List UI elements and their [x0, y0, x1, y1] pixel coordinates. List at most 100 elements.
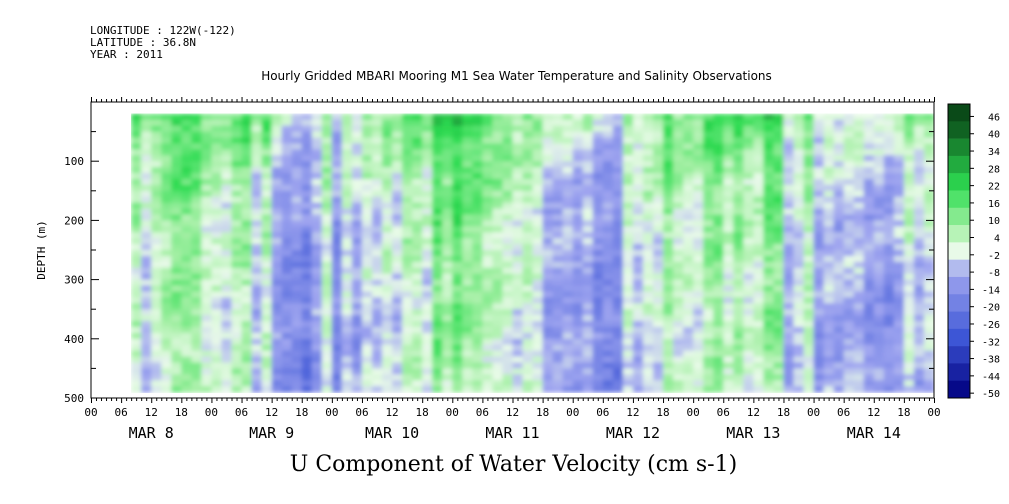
heatmap-cell: [512, 380, 524, 387]
heatmap-cell: [462, 380, 473, 387]
heatmap-cell: [412, 279, 423, 287]
heatmap-cell: [743, 315, 754, 322]
heatmap-cell: [181, 184, 192, 192]
heatmap-cell: [612, 332, 624, 340]
heatmap-cell: [653, 297, 664, 304]
heatmap-cell: [713, 285, 724, 293]
heatmap-cell: [893, 137, 905, 145]
heatmap-cell: [291, 250, 303, 257]
heatmap-cell: [813, 208, 825, 216]
heatmap-cell: [753, 297, 764, 304]
heatmap-cell: [201, 244, 213, 251]
heatmap-cell: [632, 149, 644, 156]
heatmap-cell: [171, 220, 182, 227]
heatmap-cell: [372, 279, 383, 287]
heatmap-cell: [833, 315, 845, 322]
heatmap-cell: [723, 226, 734, 233]
heatmap-cell: [211, 220, 223, 227]
heatmap-cell: [442, 119, 453, 127]
heatmap-cell: [412, 113, 423, 121]
heatmap-cell: [833, 232, 845, 239]
heatmap-cell: [382, 291, 393, 298]
heatmap-cell: [171, 297, 182, 304]
heatmap-cell: [753, 386, 764, 393]
heatmap-cell: [642, 226, 654, 233]
heatmap-cell: [873, 315, 885, 322]
heatmap-cell: [903, 149, 915, 156]
heatmap-cell: [813, 149, 825, 156]
heatmap-cell: [783, 374, 795, 381]
heatmap-cell: [181, 321, 192, 328]
heatmap-cell: [873, 267, 885, 275]
heatmap-cell: [542, 273, 554, 281]
heatmap-cell: [542, 309, 554, 316]
heatmap-cell: [191, 291, 202, 298]
heatmap-cell: [291, 380, 303, 387]
heatmap-cell: [231, 362, 243, 369]
heatmap-cell: [913, 303, 925, 310]
heatmap-cell: [673, 332, 684, 340]
heatmap-cell: [392, 297, 403, 304]
heatmap-cell: [341, 344, 353, 352]
heatmap-cell: [412, 214, 423, 221]
heatmap-cell: [281, 202, 293, 210]
heatmap-cell: [783, 184, 795, 192]
heatmap-cell: [482, 149, 494, 156]
heatmap-cell: [201, 137, 213, 145]
heatmap-cell: [422, 202, 433, 210]
heatmap-cell: [502, 119, 514, 127]
heatmap-cell: [261, 161, 273, 168]
heatmap-cell: [231, 149, 243, 156]
heatmap-cell: [442, 255, 453, 263]
heatmap-cell: [663, 119, 674, 127]
heatmap-cell: [131, 143, 142, 150]
heatmap-cell: [171, 155, 182, 162]
heatmap-cell: [261, 220, 273, 227]
heatmap-cell: [693, 332, 704, 340]
heatmap-cell: [271, 125, 283, 133]
heatmap-cell: [632, 238, 644, 245]
heatmap-cell: [392, 226, 403, 233]
heatmap-cell: [653, 374, 664, 381]
heatmap-cell: [321, 374, 333, 381]
heatmap-cell: [843, 208, 855, 216]
heatmap-cell: [412, 291, 423, 298]
heatmap-cell: [793, 291, 805, 298]
heatmap-cell: [913, 285, 925, 293]
heatmap-cell: [803, 350, 815, 358]
heatmap-cell: [863, 356, 875, 364]
heatmap-cell: [923, 291, 934, 298]
heatmap-cell: [422, 226, 433, 233]
heatmap-cell: [923, 267, 934, 275]
heatmap-cell: [843, 380, 855, 387]
heatmap-cell: [221, 368, 233, 375]
heatmap-cell: [663, 196, 674, 204]
heatmap-cell: [432, 273, 443, 281]
heatmap-cell: [793, 220, 805, 227]
heatmap-cell: [592, 285, 604, 293]
heatmap-cell: [743, 291, 754, 298]
heatmap-cell: [743, 143, 754, 150]
heatmap-cell: [783, 297, 795, 304]
heatmap-cell: [452, 137, 463, 145]
heatmap-cell: [592, 261, 604, 269]
heatmap-cell: [703, 173, 714, 180]
heatmap-cell: [432, 321, 443, 328]
heatmap-cell: [131, 255, 142, 263]
heatmap-cell: [351, 285, 363, 293]
heatmap-cell: [823, 386, 835, 393]
heatmap-cell: [602, 386, 614, 393]
colorbar-label: 34: [988, 147, 1000, 158]
heatmap-cell: [562, 202, 574, 210]
colorbar-frame: [947, 103, 971, 399]
heatmap-cell: [351, 332, 363, 340]
heatmap-cell: [843, 238, 855, 245]
heatmap-cell: [562, 374, 574, 381]
heatmap-cell: [502, 267, 514, 275]
heatmap-cell: [311, 356, 323, 364]
heatmap-cell: [372, 374, 383, 381]
heatmap-cell: [191, 303, 202, 310]
heatmap-cell: [753, 374, 764, 381]
heatmap-cell: [753, 232, 764, 239]
heatmap-cell: [422, 220, 433, 227]
